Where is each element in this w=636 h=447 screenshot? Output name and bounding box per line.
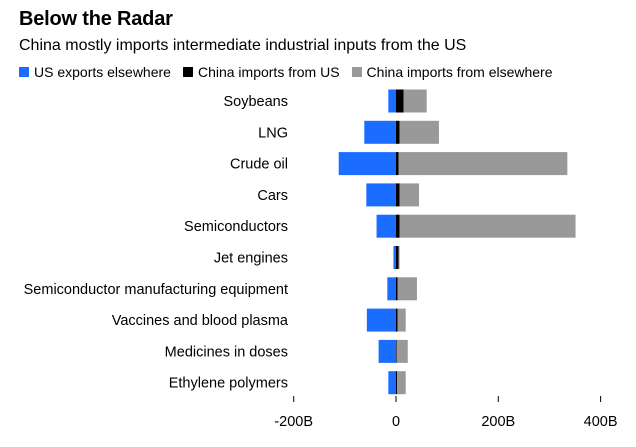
category-label-crude-oil: Crude oil (230, 157, 288, 173)
bar-us-exports-elsewhere-semiconductor-manufacturing-equipment (387, 277, 396, 301)
bar-china-imports-from-us-semiconductors (396, 214, 400, 238)
legend-swatch-us-exports-elsewhere (19, 67, 29, 77)
category-label-vaccines-and-blood-plasma: Vaccines and blood plasma (112, 313, 289, 329)
category-label-medicines-in-doses: Medicines in doses (165, 344, 288, 360)
category-label-semiconductors: Semiconductors (184, 219, 288, 235)
bar-china-imports-from-us-crude-oil (396, 152, 399, 176)
x-tick-label-2: 200B (481, 414, 515, 430)
legend-item-china-imports-from-us: China imports from US (182, 64, 340, 80)
chart-title: Below the Radar (19, 8, 173, 30)
x-tick-label-3: 400B (584, 414, 618, 430)
bar-china-imports-from-elsewhere-vaccines-and-blood-plasma (397, 308, 406, 332)
category-label-jet-engines: Jet engines (214, 251, 288, 267)
bar-china-imports-from-elsewhere-semiconductor-manufacturing-equipment (397, 277, 417, 301)
legend-label-china-imports-from-elsewhere: China imports from elsewhere (366, 64, 553, 80)
x-tick-label-0: -200B (274, 414, 313, 430)
chart-subtitle: China mostly imports intermediate indust… (19, 37, 467, 54)
bar-us-exports-elsewhere-crude-oil (338, 152, 396, 176)
bar-us-exports-elsewhere-cars (366, 183, 396, 207)
bar-china-imports-from-elsewhere-jet-engines (398, 246, 400, 269)
bar-us-exports-elsewhere-medicines-in-doses (378, 339, 396, 363)
category-label-semiconductor-manufacturing-equipment: Semiconductor manufacturing equipment (24, 282, 288, 298)
bar-china-imports-from-us-lng (396, 120, 400, 144)
category-label-cars: Cars (257, 188, 288, 204)
bar-china-imports-from-elsewhere-crude-oil (398, 152, 568, 176)
bar-china-imports-from-elsewhere-cars (399, 183, 420, 207)
legend-swatch-china-imports-from-elsewhere (351, 67, 362, 77)
bar-china-imports-from-us-vaccines-and-blood-plasma (396, 308, 398, 332)
legend-label-china-imports-from-us: China imports from US (197, 64, 340, 80)
bar-china-imports-from-elsewhere-lng (399, 120, 439, 144)
legend-item-us-exports-elsewhere: US exports elsewhere (19, 64, 171, 80)
bar-china-imports-from-us-medicines-in-doses (396, 339, 397, 363)
bar-china-imports-from-elsewhere-soybeans (403, 89, 427, 113)
bar-china-imports-from-elsewhere-semiconductors (399, 214, 576, 238)
x-tick-label-1: 0 (392, 414, 400, 430)
bar-china-imports-from-elsewhere-medicines-in-doses (396, 339, 408, 363)
bar-us-exports-elsewhere-ethylene-polymers (388, 371, 396, 395)
bar-us-exports-elsewhere-soybeans (388, 89, 396, 113)
category-label-soybeans: Soybeans (224, 94, 289, 110)
bar-china-imports-from-us-jet-engines (396, 246, 399, 269)
bar-china-imports-from-us-semiconductor-manufacturing-equipment (396, 277, 398, 301)
legend-item-china-imports-from-elsewhere: China imports from elsewhere (351, 64, 553, 80)
chart-legend: US exports elsewhere China imports from … (19, 64, 565, 80)
category-label-lng: LNG (258, 125, 288, 141)
bar-us-exports-elsewhere-lng (364, 120, 396, 144)
bar-china-imports-from-us-ethylene-polymers (396, 371, 398, 395)
category-label-ethylene-polymers: Ethylene polymers (169, 376, 288, 392)
bar-us-exports-elsewhere-jet-engines (393, 246, 396, 269)
bar-china-imports-from-us-soybeans (396, 89, 404, 113)
bar-us-exports-elsewhere-vaccines-and-blood-plasma (366, 308, 396, 332)
bar-china-imports-from-us-cars (396, 183, 400, 207)
legend-label-us-exports-elsewhere: US exports elsewhere (34, 64, 171, 80)
bar-us-exports-elsewhere-semiconductors (376, 214, 396, 238)
legend-swatch-china-imports-from-us (182, 67, 193, 77)
bar-china-imports-from-elsewhere-ethylene-polymers (397, 371, 406, 395)
